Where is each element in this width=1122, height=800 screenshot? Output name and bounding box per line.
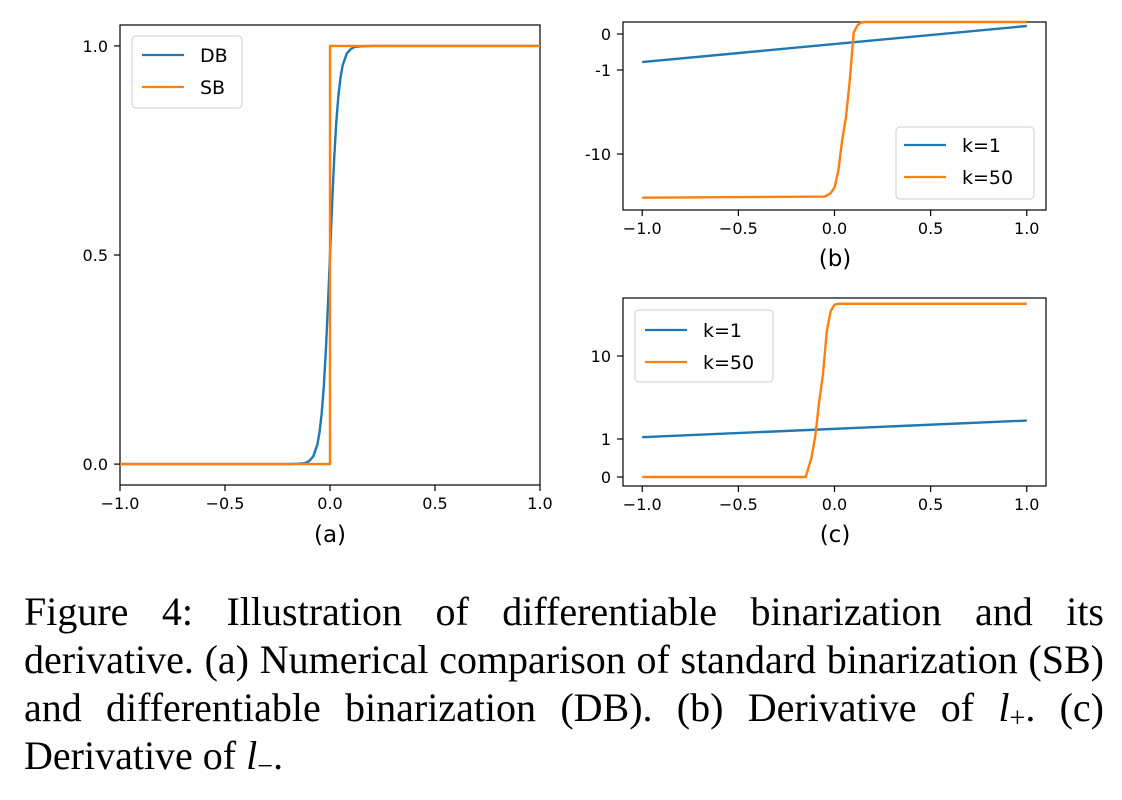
caption-text-end: . [273, 733, 284, 778]
x-tick-label: −0.5 [206, 494, 245, 513]
y-tick-label: -1 [595, 61, 611, 80]
x-tick-label: −1.0 [623, 495, 662, 514]
ticks-a: −1.0 −0.5 0.0 0.5 1.0 0.0 0.5 1.0 [83, 37, 553, 513]
caption-math-l-minus: l− [246, 733, 274, 782]
x-tick-label: 1.0 [1014, 495, 1039, 514]
x-tick-label: 0.0 [822, 495, 847, 514]
figure: −1.0 −0.5 0.0 0.5 1.0 0.0 0.5 1.0 DB SB (a) −1.… [83, 20, 1047, 548]
legend-c: k=1 k=50 [634, 309, 774, 383]
legend-a: DB SB [131, 35, 243, 109]
series-a [120, 44, 540, 466]
legend-label-k1-b: k=1 [962, 135, 1001, 157]
y-tick-label: 10 [591, 347, 611, 366]
x-tick-label: 0.5 [918, 219, 943, 238]
x-tick-label: 1.0 [1014, 219, 1039, 238]
figure-caption: Figure 4: Illustration of differentiable… [24, 588, 1104, 782]
x-tick-label: 0.0 [822, 219, 847, 238]
legend-label-k50-c: k=50 [703, 352, 754, 374]
legend-label-db: DB [200, 45, 228, 67]
y-tick-label: -10 [585, 145, 611, 164]
x-tick-label: −1.0 [623, 219, 662, 238]
panel-label-a: (a) [314, 522, 346, 548]
caption-text-middle: . (c) Derivative of [24, 685, 1104, 778]
series-line-k50 [642, 302, 1027, 479]
x-tick-label: 0.0 [317, 494, 342, 513]
series-line-k1 [642, 419, 1027, 439]
panel-label-b: (b) [819, 246, 852, 272]
series-line-k50 [642, 20, 1027, 199]
caption-text-start: Figure 4: Illustration of differentiable… [24, 589, 1104, 730]
x-tick-label: 0.5 [422, 494, 447, 513]
legend-label-k50-b: k=50 [962, 167, 1013, 189]
y-tick-label: 0.0 [83, 455, 108, 474]
panel-label-c: (c) [820, 522, 851, 548]
panel-b: −1.0 −0.5 0.0 0.5 1.0 0 -1 -10 k=1 k=50 (b) [585, 20, 1047, 272]
y-tick-label: 0 [601, 25, 611, 44]
caption-math-l-plus: l+ [998, 685, 1026, 734]
x-tick-label: −0.5 [719, 495, 758, 514]
y-tick-label: 1 [601, 430, 611, 449]
x-tick-label: 0.5 [918, 495, 943, 514]
panel-c: −1.0 −0.5 0.0 0.5 1.0 0 1 10 k=1 k=50 (c) [591, 297, 1047, 548]
ticks-b: −1.0 −0.5 0.0 0.5 1.0 0 -1 -10 [585, 25, 1040, 238]
series-line-k1 [642, 24, 1027, 64]
y-tick-label: 1.0 [83, 37, 108, 56]
x-tick-label: −1.0 [101, 494, 140, 513]
series-b [642, 20, 1027, 199]
legend-b: k=1 k=50 [895, 126, 1035, 200]
series-line-sb [120, 44, 540, 466]
y-tick-label: 0.5 [83, 246, 108, 265]
ticks-c: −1.0 −0.5 0.0 0.5 1.0 0 1 10 [591, 347, 1040, 514]
x-tick-label: −0.5 [719, 219, 758, 238]
legend-label-sb: SB [200, 77, 225, 99]
panel-a: −1.0 −0.5 0.0 0.5 1.0 0.0 0.5 1.0 DB SB (a) [83, 24, 553, 548]
series-c [642, 302, 1027, 479]
y-tick-label: 0 [601, 468, 611, 487]
x-tick-label: 1.0 [527, 494, 552, 513]
legend-label-k1-c: k=1 [703, 320, 742, 342]
